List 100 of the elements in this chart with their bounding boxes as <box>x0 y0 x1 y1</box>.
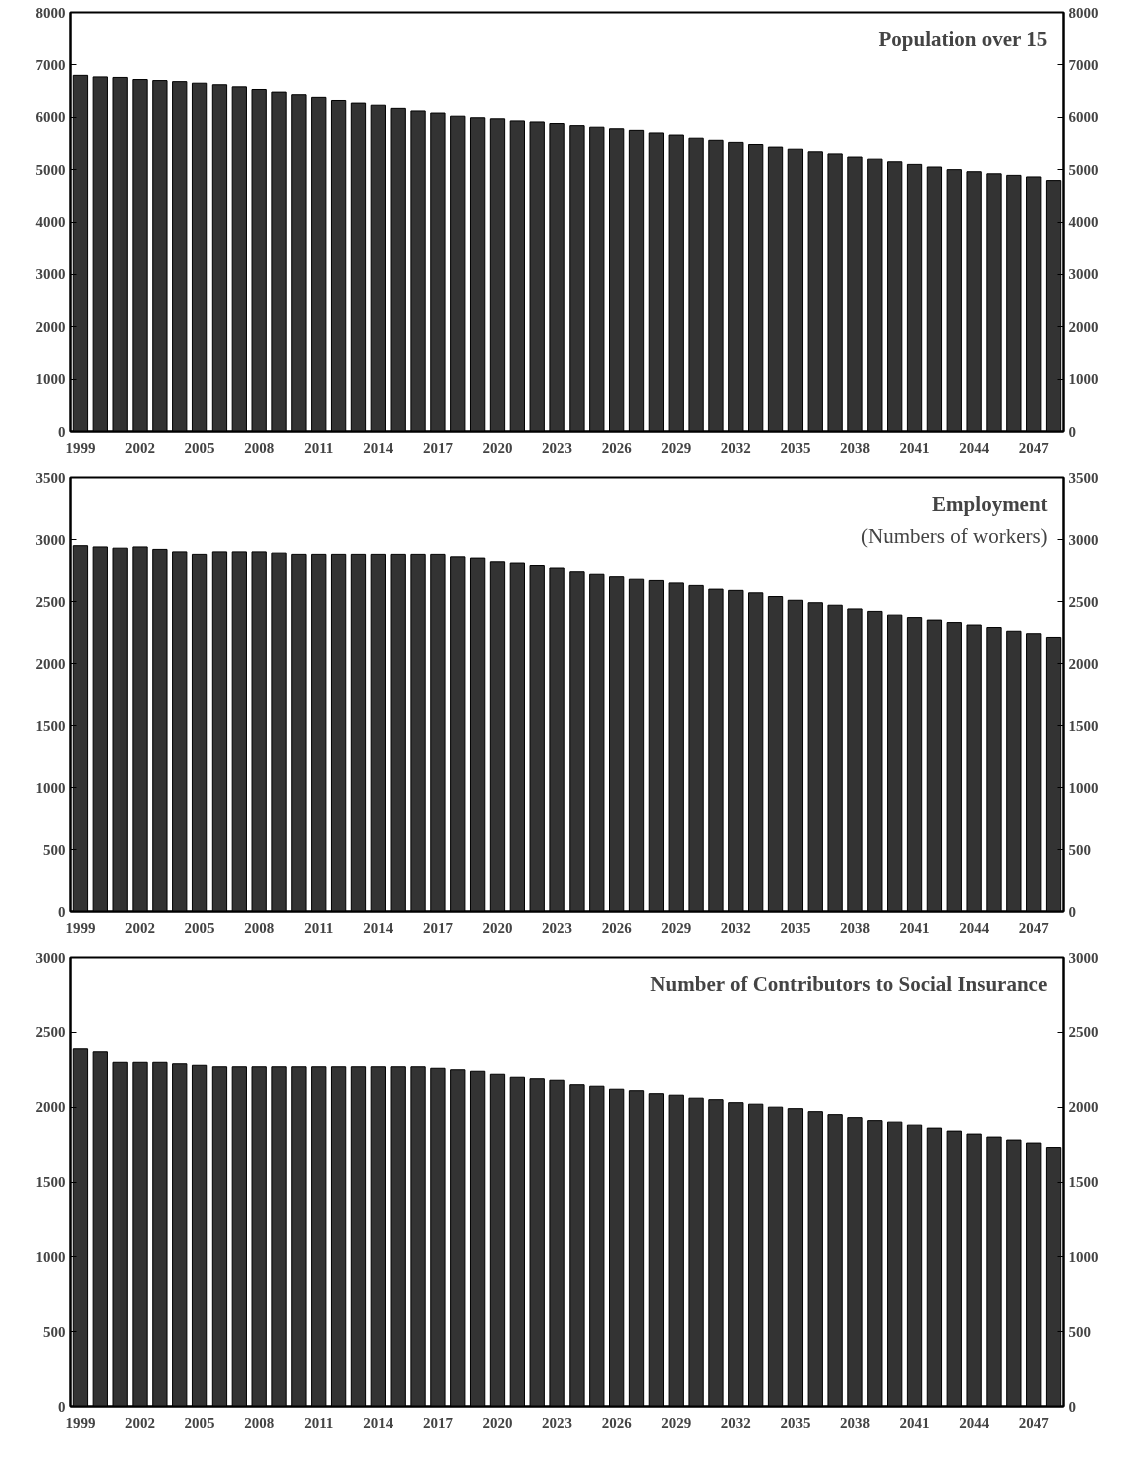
x-tick-label: 2032 <box>720 919 751 936</box>
y2-tick-label: 1000 <box>1068 1248 1099 1265</box>
y2-tick-label: 6000 <box>1068 109 1099 126</box>
x-tick-label: 2017 <box>422 919 454 936</box>
x-tick-label: 2044 <box>959 439 990 456</box>
y-tick-label: 4000 <box>35 214 66 230</box>
x-tick-label: 2011 <box>304 919 334 936</box>
x-tick-label: 1999 <box>65 439 96 456</box>
y-tick-label: 3000 <box>35 266 66 283</box>
x-tick-label: 2035 <box>780 1414 811 1431</box>
y-tick-label: 2500 <box>35 1024 66 1041</box>
x-tick-label: 2035 <box>780 439 811 456</box>
x-tick-label: 1999 <box>65 1414 96 1431</box>
x-tick-label: 2005 <box>184 439 215 456</box>
x-tick-label: 2038 <box>839 919 870 936</box>
x-tick-label: 2011 <box>304 439 334 456</box>
y2-tick-label: 1500 <box>1068 717 1099 734</box>
y-tick-label: 0 <box>58 1398 66 1415</box>
x-tick-label: 2029 <box>661 1414 692 1431</box>
y-tick-label: 7000 <box>35 56 66 73</box>
x-tick-label: 2023 <box>542 919 573 936</box>
y-tick-label: 1000 <box>35 779 66 796</box>
y2-tick-label: 3000 <box>1068 531 1099 548</box>
y2-tick-label: 2000 <box>1068 655 1099 672</box>
x-tick-label: 2041 <box>899 919 930 936</box>
x-tick-label: 2017 <box>422 439 454 456</box>
y2-tick-label: 7000 <box>1068 56 1099 73</box>
y2-tick-label: 2000 <box>1068 1099 1099 1116</box>
y-tick-label: 2000 <box>35 318 66 335</box>
y2-tick-label: 0 <box>1068 1398 1076 1415</box>
y-tick-label: 1000 <box>35 371 66 388</box>
x-tick-label: 2005 <box>184 919 215 936</box>
y-tick-label: 2000 <box>35 1099 66 1116</box>
x-tick-label: 2038 <box>839 1414 870 1431</box>
x-tick-label: 2047 <box>1018 439 1050 456</box>
x-tick-label: 2002 <box>125 1414 156 1431</box>
x-tick-label: 2029 <box>661 439 692 456</box>
x-tick-label: 2023 <box>542 1414 573 1431</box>
y-tick-label: 500 <box>43 841 66 858</box>
y2-tick-label: 2500 <box>1068 593 1099 610</box>
x-tick-label: 2041 <box>899 1414 930 1431</box>
x-tick-label: 2044 <box>959 919 990 936</box>
text: Population over 15 <box>878 26 1048 51</box>
y-tick-label: 2500 <box>35 593 66 610</box>
x-tick-label: 2044 <box>959 1414 990 1431</box>
y2-tick-label: 2000 <box>1068 318 1099 335</box>
x-tick-label: 2047 <box>1018 919 1050 936</box>
x-tick-label: 2038 <box>839 439 870 456</box>
x-tick-label: 2029 <box>661 919 692 936</box>
x-tick-label: 2014 <box>363 1414 394 1431</box>
y-tick-label: 8000 <box>35 4 66 21</box>
x-tick-label: 2002 <box>125 439 156 456</box>
y-tick-label: 0 <box>58 903 66 920</box>
x-tick-label: 2047 <box>1018 1414 1050 1431</box>
y2-tick-label: 4000 <box>1068 214 1099 230</box>
y2-tick-label: 0 <box>1068 903 1076 920</box>
x-tick-label: 2008 <box>244 919 275 936</box>
x-tick-label: 2002 <box>125 919 156 936</box>
x-tick-label: 2035 <box>780 919 811 936</box>
x-tick-label: 2023 <box>542 439 573 456</box>
y-tick-label: 3000 <box>35 531 66 548</box>
y-tick-label: 3500 <box>35 469 66 486</box>
y2-tick-label: 8000 <box>1068 4 1099 21</box>
x-tick-label: 2005 <box>184 1414 215 1431</box>
y-tick-label: 0 <box>58 423 66 440</box>
y-tick-label: 1500 <box>35 717 66 734</box>
y2-tick-label: 500 <box>1068 1323 1091 1340</box>
y2-tick-label: 3000 <box>1068 266 1099 283</box>
x-tick-label: 2020 <box>482 439 513 456</box>
y2-tick-label: 500 <box>1068 841 1091 858</box>
y2-tick-label: 3000 <box>1068 949 1099 966</box>
x-tick-label: 2032 <box>720 439 751 456</box>
y-tick-label: 1000 <box>35 1248 66 1265</box>
y2-tick-label: 5000 <box>1068 161 1099 178</box>
x-tick-label: 2020 <box>482 919 513 936</box>
y2-tick-label: 2500 <box>1068 1024 1099 1041</box>
x-tick-label: 2026 <box>601 919 633 936</box>
y-tick-label: 1500 <box>35 1174 66 1190</box>
x-tick-label: 2014 <box>363 439 394 456</box>
y-tick-label: 6000 <box>35 109 66 126</box>
x-tick-label: 1999 <box>65 919 96 936</box>
x-tick-label: 2041 <box>899 439 930 456</box>
y2-tick-label: 1000 <box>1068 779 1099 796</box>
y-tick-label: 2000 <box>35 655 66 672</box>
y2-tick-label: 1000 <box>1068 371 1099 388</box>
x-tick-label: 2011 <box>304 1414 334 1431</box>
x-tick-label: 2008 <box>244 439 275 456</box>
x-tick-label: 2026 <box>601 439 633 456</box>
x-tick-label: 2014 <box>363 919 394 936</box>
x-tick-label: 2032 <box>720 1414 751 1431</box>
y-tick-label: 3000 <box>35 949 66 966</box>
x-tick-label: 2020 <box>482 1414 513 1431</box>
x-tick-label: 2008 <box>244 1414 275 1431</box>
y2-tick-label: 3500 <box>1068 469 1099 486</box>
text: Employment <box>932 491 1048 516</box>
x-tick-label: 2017 <box>422 1414 454 1431</box>
y2-tick-label: 1500 <box>1068 1174 1099 1190</box>
y2-tick-label: 0 <box>1068 423 1076 440</box>
text: Number of Contributors to Social Insurance <box>650 971 1048 996</box>
text: (Numbers of workers) <box>861 523 1048 548</box>
